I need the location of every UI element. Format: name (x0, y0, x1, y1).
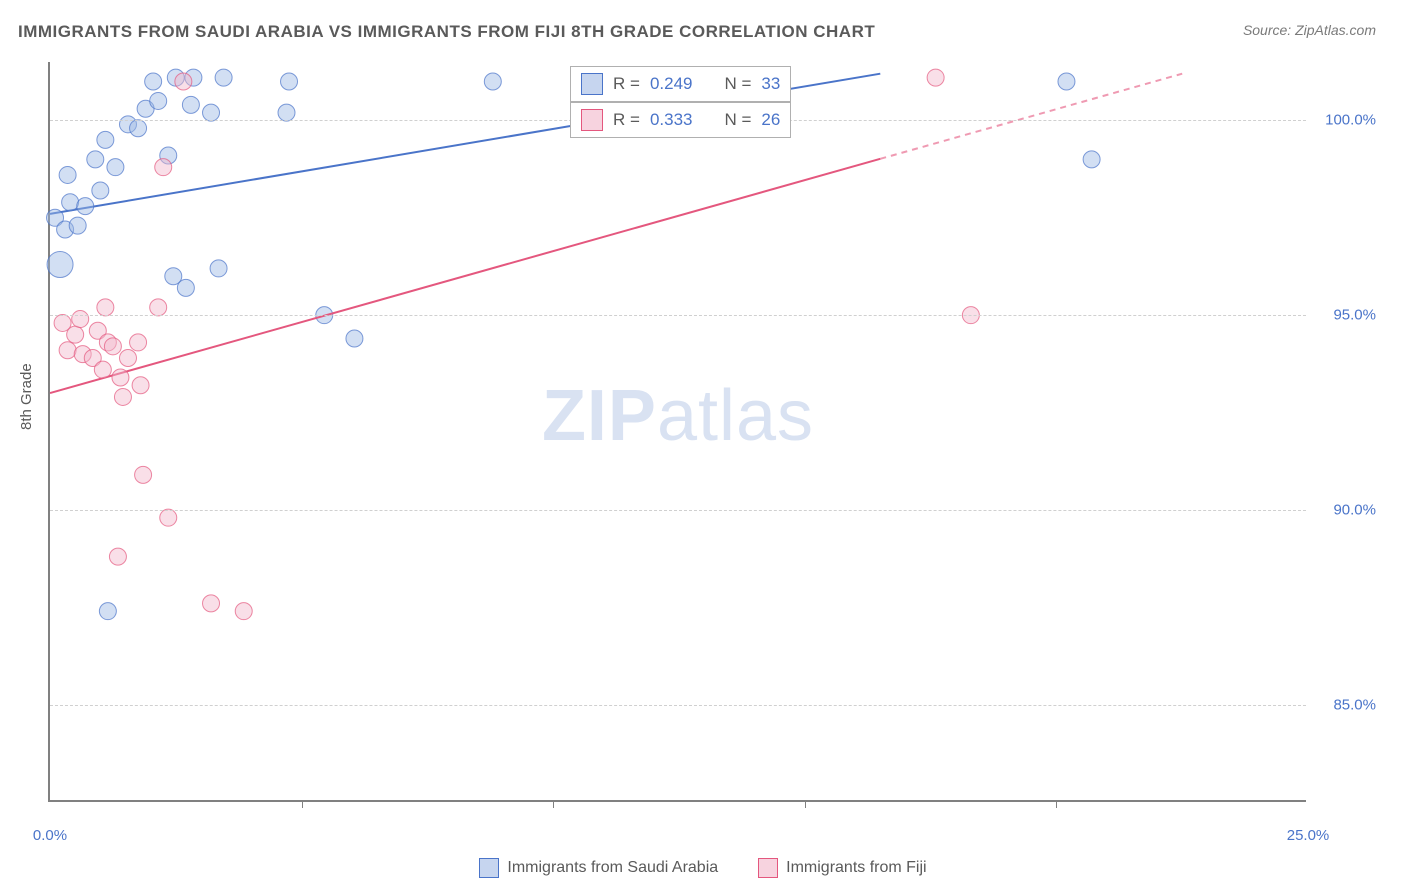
legend-swatch (758, 858, 778, 878)
data-point (47, 252, 73, 278)
data-point (114, 388, 131, 405)
legend-label: Immigrants from Saudi Arabia (507, 859, 718, 877)
data-point (135, 466, 152, 483)
stat-box: R = 0.249 N = 33 (570, 66, 791, 102)
trend-line-dashed (880, 74, 1182, 159)
data-point (97, 299, 114, 316)
legend-bottom: Immigrants from Saudi Arabia Immigrants f… (0, 858, 1406, 878)
data-point (215, 69, 232, 86)
data-point (155, 159, 172, 176)
plot-area: ZIPatlas 85.0%90.0%95.0%100.0%0.0%25.0%R… (48, 62, 1306, 802)
data-point (92, 182, 109, 199)
stat-box: R = 0.333 N = 26 (570, 102, 791, 138)
data-point (1083, 151, 1100, 168)
y-tick-label: 100.0% (1325, 112, 1376, 129)
data-point (130, 120, 147, 137)
plot-svg (50, 62, 1306, 800)
data-point (1058, 73, 1075, 90)
gridline-h (50, 510, 1306, 511)
data-point (99, 603, 116, 620)
stat-r-value: 0.249 (650, 74, 693, 94)
legend-swatch (479, 858, 499, 878)
data-point (927, 69, 944, 86)
data-point (69, 217, 86, 234)
data-point (87, 151, 104, 168)
legend-item: Immigrants from Saudi Arabia (479, 858, 718, 878)
x-tick (553, 800, 554, 808)
y-tick-label: 95.0% (1333, 307, 1376, 324)
legend-item: Immigrants from Fiji (758, 858, 926, 878)
data-point (210, 260, 227, 277)
x-tick (805, 800, 806, 808)
gridline-h (50, 315, 1306, 316)
data-point (107, 159, 124, 176)
data-point (130, 334, 147, 351)
x-tick-label: 0.0% (33, 827, 67, 844)
data-point (112, 369, 129, 386)
data-point (104, 338, 121, 355)
data-point (346, 330, 363, 347)
stat-r-label: R = (613, 74, 640, 94)
data-point (97, 131, 114, 148)
data-point (182, 96, 199, 113)
data-point (281, 73, 298, 90)
x-tick (302, 800, 303, 808)
data-point (77, 198, 94, 215)
data-point (119, 350, 136, 367)
chart-title: IMMIGRANTS FROM SAUDI ARABIA VS IMMIGRAN… (18, 22, 875, 42)
data-point (235, 603, 252, 620)
data-point (150, 92, 167, 109)
data-point (67, 326, 84, 343)
data-point (203, 104, 220, 121)
stat-n-label: N = (724, 110, 751, 130)
stat-swatch (581, 73, 603, 95)
data-point (203, 595, 220, 612)
data-point (484, 73, 501, 90)
stat-r-label: R = (613, 110, 640, 130)
x-tick (1056, 800, 1057, 808)
data-point (94, 361, 111, 378)
stat-n-value: 33 (761, 74, 780, 94)
y-tick-label: 85.0% (1333, 696, 1376, 713)
data-point (109, 548, 126, 565)
data-point (59, 342, 76, 359)
stat-r-value: 0.333 (650, 110, 693, 130)
data-point (145, 73, 162, 90)
stat-n-value: 26 (761, 110, 780, 130)
data-point (132, 377, 149, 394)
x-tick-label: 25.0% (1287, 827, 1330, 844)
data-point (177, 279, 194, 296)
y-tick-label: 90.0% (1333, 501, 1376, 518)
data-point (175, 73, 192, 90)
stat-swatch (581, 109, 603, 131)
data-point (150, 299, 167, 316)
data-point (72, 311, 89, 328)
legend-label: Immigrants from Fiji (786, 859, 926, 877)
gridline-h (50, 705, 1306, 706)
data-point (59, 166, 76, 183)
stat-n-label: N = (724, 74, 751, 94)
data-point (62, 194, 79, 211)
data-point (278, 104, 295, 121)
source-label: Source: ZipAtlas.com (1243, 22, 1376, 38)
y-axis-title: 8th Grade (18, 363, 35, 430)
data-point (160, 509, 177, 526)
